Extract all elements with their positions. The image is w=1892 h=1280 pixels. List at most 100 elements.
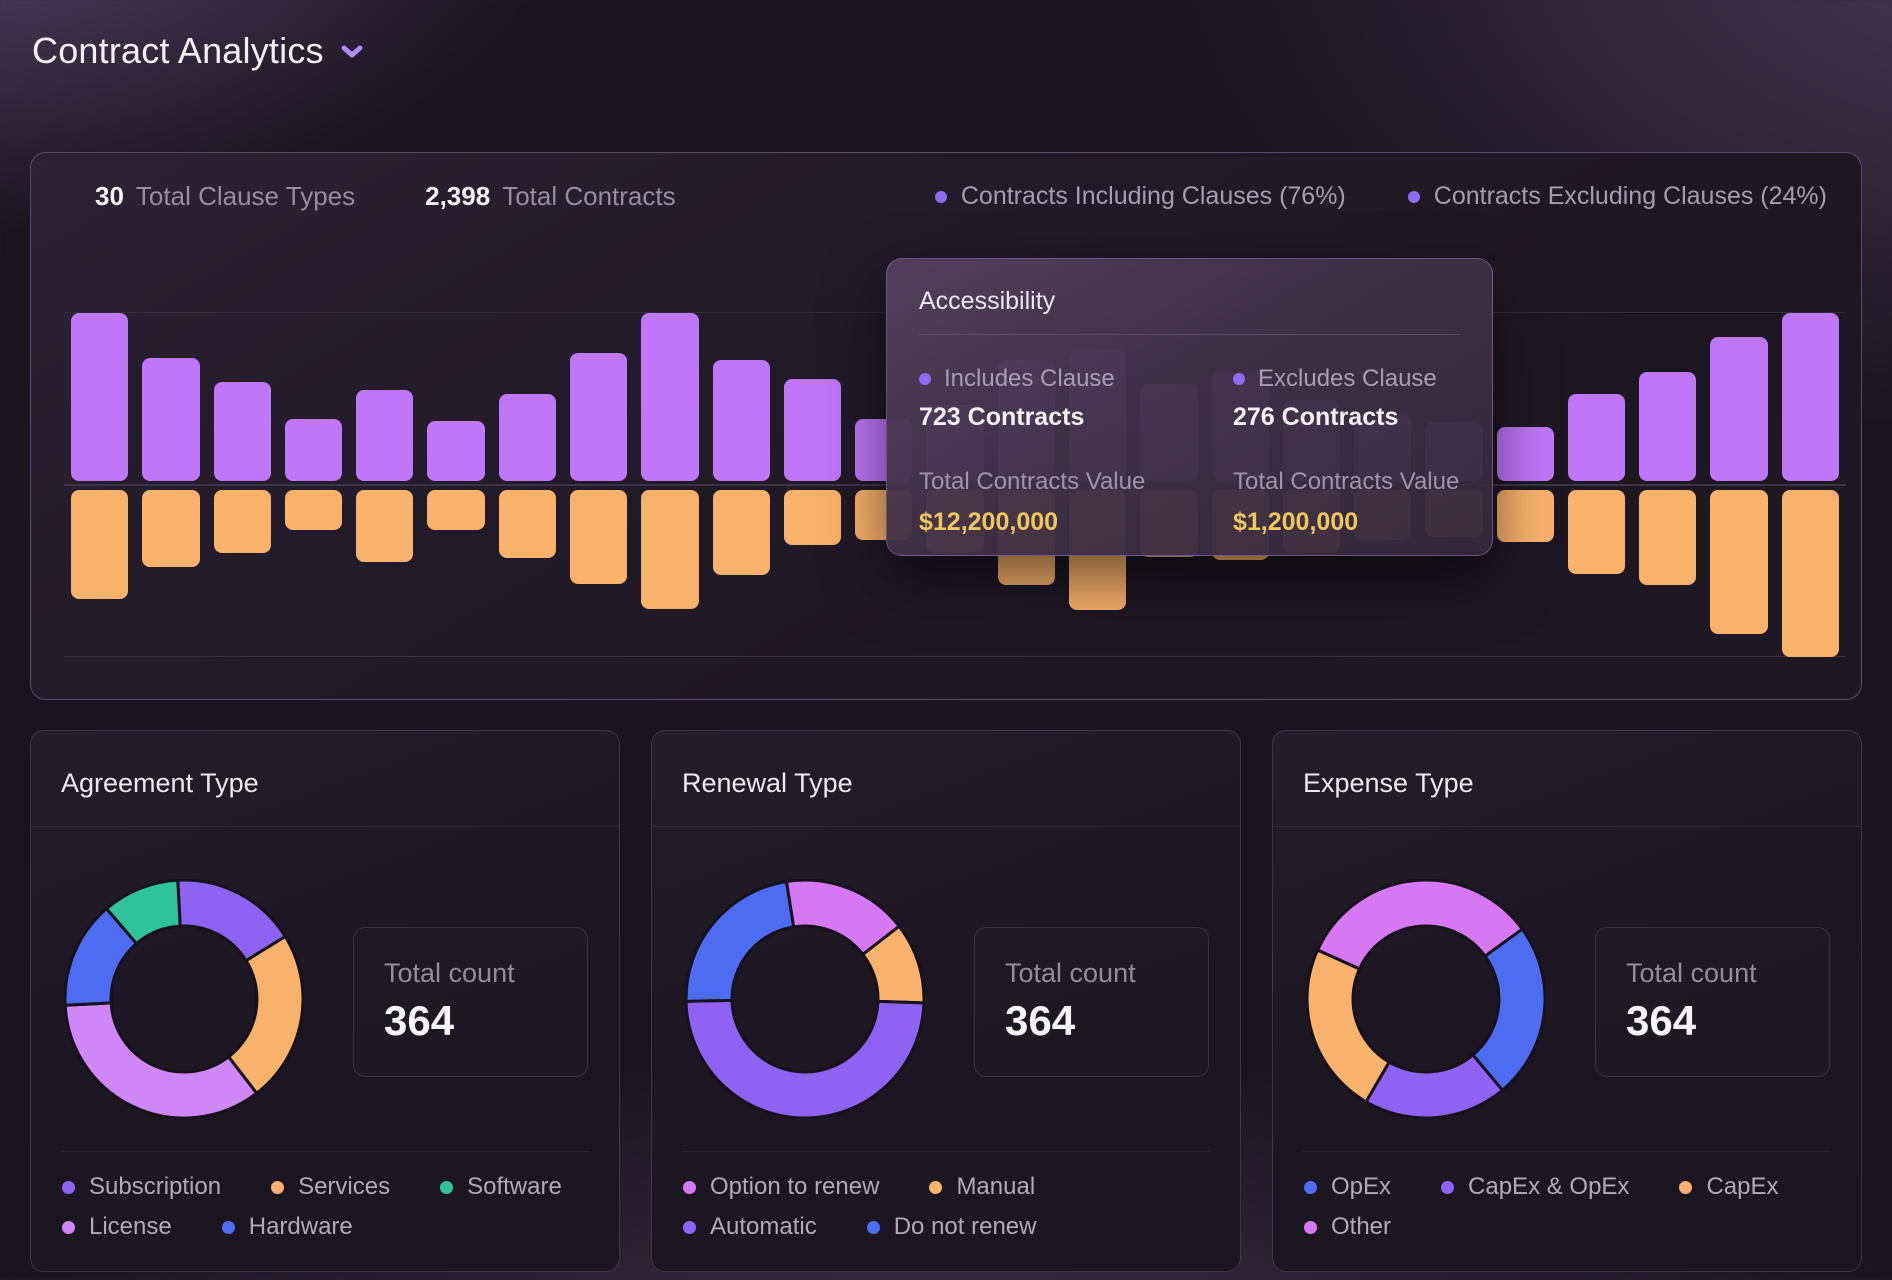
bar-slot xyxy=(349,390,420,481)
donut-segment-software[interactable] xyxy=(105,879,182,946)
total-count-label: Total count xyxy=(1005,958,1136,988)
tooltip-legend-label: Excludes Clause xyxy=(1258,365,1437,392)
bar-excluding-7[interactable] xyxy=(498,490,556,558)
legend-label: License xyxy=(89,1213,172,1240)
page-title: Contract Analytics xyxy=(32,30,324,71)
legend-item-capex[interactable]: CapEx xyxy=(1679,1173,1778,1201)
tooltip-contracts-count: 723 Contracts xyxy=(919,403,1085,431)
legend-item-manual[interactable]: Manual xyxy=(929,1173,1035,1201)
legend-item-subscription[interactable]: Subscription xyxy=(62,1173,221,1201)
bar-including-3[interactable] xyxy=(213,382,271,481)
bar-excluding-9[interactable] xyxy=(641,490,699,609)
legend-label: Software xyxy=(467,1173,562,1200)
stat-total-clause-types: 30 Total Clause Types xyxy=(95,181,355,212)
tooltip-contracts-value: $12,200,000 xyxy=(919,508,1059,536)
stat-value: 2,398 xyxy=(425,181,491,211)
legend-item-software[interactable]: Software xyxy=(440,1173,562,1201)
bar-slot xyxy=(492,490,563,558)
tooltip-excludes-column: Excludes Clause 276 Contracts Total Cont… xyxy=(1233,365,1460,537)
bar-including-24[interactable] xyxy=(1710,337,1768,481)
legend-item-automatic[interactable]: Automatic xyxy=(683,1213,817,1241)
legend-item-opex[interactable]: OpEx xyxy=(1304,1173,1391,1201)
legend-item-option-to-renew[interactable]: Option to renew xyxy=(683,1173,879,1201)
legend-item-services[interactable]: Services xyxy=(271,1173,390,1201)
bar-excluding-5[interactable] xyxy=(356,490,414,562)
legend-item-hardware[interactable]: Hardware xyxy=(221,1213,353,1241)
bar-slot xyxy=(777,379,848,481)
legend-row: License Hardware xyxy=(62,1213,599,1241)
bar-slot xyxy=(64,490,135,599)
bar-including-25[interactable] xyxy=(1781,313,1840,481)
bar-excluding-25[interactable] xyxy=(1781,490,1840,657)
donut-segment-license[interactable] xyxy=(64,1001,259,1119)
total-count-box: Total count 364 xyxy=(1595,927,1830,1077)
tooltip-value-label: Total Contracts Value xyxy=(1233,468,1460,495)
bar-excluding-11[interactable] xyxy=(783,490,842,545)
bar-slot xyxy=(207,490,278,553)
bar-including-4[interactable] xyxy=(284,419,343,481)
bar-excluding-21[interactable] xyxy=(1496,490,1554,542)
donut-legend: Option to renew Manual Automatic Do not ren… xyxy=(683,1173,1220,1241)
legend-row: Automatic Do not renew xyxy=(683,1213,1220,1241)
donut-legend: OpEx CapEx & OpEx CapEx Other xyxy=(1304,1173,1841,1241)
bar-slot xyxy=(634,313,705,481)
legend-item-including[interactable]: Contracts Including Clauses (76%) xyxy=(934,182,1346,211)
legend-dot-icon xyxy=(1441,1180,1455,1194)
legend-dot-icon xyxy=(271,1180,285,1194)
bar-slot xyxy=(278,419,349,481)
total-count-value: 364 xyxy=(1005,997,1076,1044)
total-count-label: Total count xyxy=(384,958,515,988)
legend-item-do-not-renew[interactable]: Do not renew xyxy=(866,1213,1037,1241)
tooltip-legend-label: Includes Clause xyxy=(944,365,1115,392)
bar-slot xyxy=(492,394,563,481)
bar-slot xyxy=(563,353,634,481)
bar-including-2[interactable] xyxy=(142,358,200,481)
bar-including-9[interactable] xyxy=(641,313,699,481)
bar-excluding-23[interactable] xyxy=(1639,490,1697,585)
bar-slot xyxy=(420,421,491,481)
legend-row: Subscription Services Software xyxy=(62,1173,599,1201)
donut-segment-automatic[interactable] xyxy=(685,998,925,1119)
legend-dot-icon xyxy=(1304,1180,1317,1194)
legend-item-license[interactable]: License xyxy=(62,1213,172,1241)
donut-segment-capex[interactable] xyxy=(1306,948,1391,1104)
bar-excluding-4[interactable] xyxy=(284,490,343,530)
legend-label: Do not renew xyxy=(893,1213,1037,1240)
bar-excluding-10[interactable] xyxy=(712,490,770,575)
bar-excluding-24[interactable] xyxy=(1710,490,1768,634)
bar-including-11[interactable] xyxy=(783,379,842,481)
bar-including-1[interactable] xyxy=(71,313,129,481)
legend-dot-icon xyxy=(934,190,947,203)
legend-label: Manual xyxy=(956,1173,1036,1200)
legend-label: Other xyxy=(1331,1213,1392,1240)
bar-excluding-1[interactable] xyxy=(71,490,129,599)
bar-excluding-8[interactable] xyxy=(569,490,628,584)
bar-including-22[interactable] xyxy=(1567,394,1626,481)
legend-item-other[interactable]: Other xyxy=(1304,1213,1391,1241)
bar-including-7[interactable] xyxy=(498,394,556,481)
bar-excluding-3[interactable] xyxy=(213,490,271,553)
bar-including-21[interactable] xyxy=(1496,427,1554,481)
legend-item-capex-opex[interactable]: CapEx & OpEx xyxy=(1441,1173,1629,1201)
chevron-down-icon[interactable] xyxy=(340,44,364,65)
bar-excluding-6[interactable] xyxy=(427,490,485,530)
bar-including-10[interactable] xyxy=(712,360,770,481)
bar-slot xyxy=(1775,313,1846,481)
bar-slot xyxy=(207,382,278,481)
legend-dot-icon xyxy=(62,1180,75,1194)
bar-including-6[interactable] xyxy=(427,421,485,481)
donut-segment-do-not-renew[interactable] xyxy=(685,879,796,1003)
bar-excluding-2[interactable] xyxy=(142,490,200,567)
bar-including-8[interactable] xyxy=(569,353,628,481)
donut-segment-other[interactable] xyxy=(1316,879,1524,971)
card-header: Expense Type xyxy=(1273,731,1861,827)
legend-dot-icon xyxy=(1304,1220,1317,1234)
card-header: Renewal Type xyxy=(652,731,1240,827)
legend-item-excluding[interactable]: Contracts Excluding Clauses (24%) xyxy=(1407,182,1827,211)
bar-including-23[interactable] xyxy=(1639,372,1697,481)
total-count-box: Total count 364 xyxy=(974,927,1209,1077)
donut-chart-expense-type xyxy=(1306,879,1546,1119)
legend-divider xyxy=(61,1151,589,1152)
bar-including-5[interactable] xyxy=(356,390,414,481)
bar-excluding-22[interactable] xyxy=(1567,490,1626,574)
